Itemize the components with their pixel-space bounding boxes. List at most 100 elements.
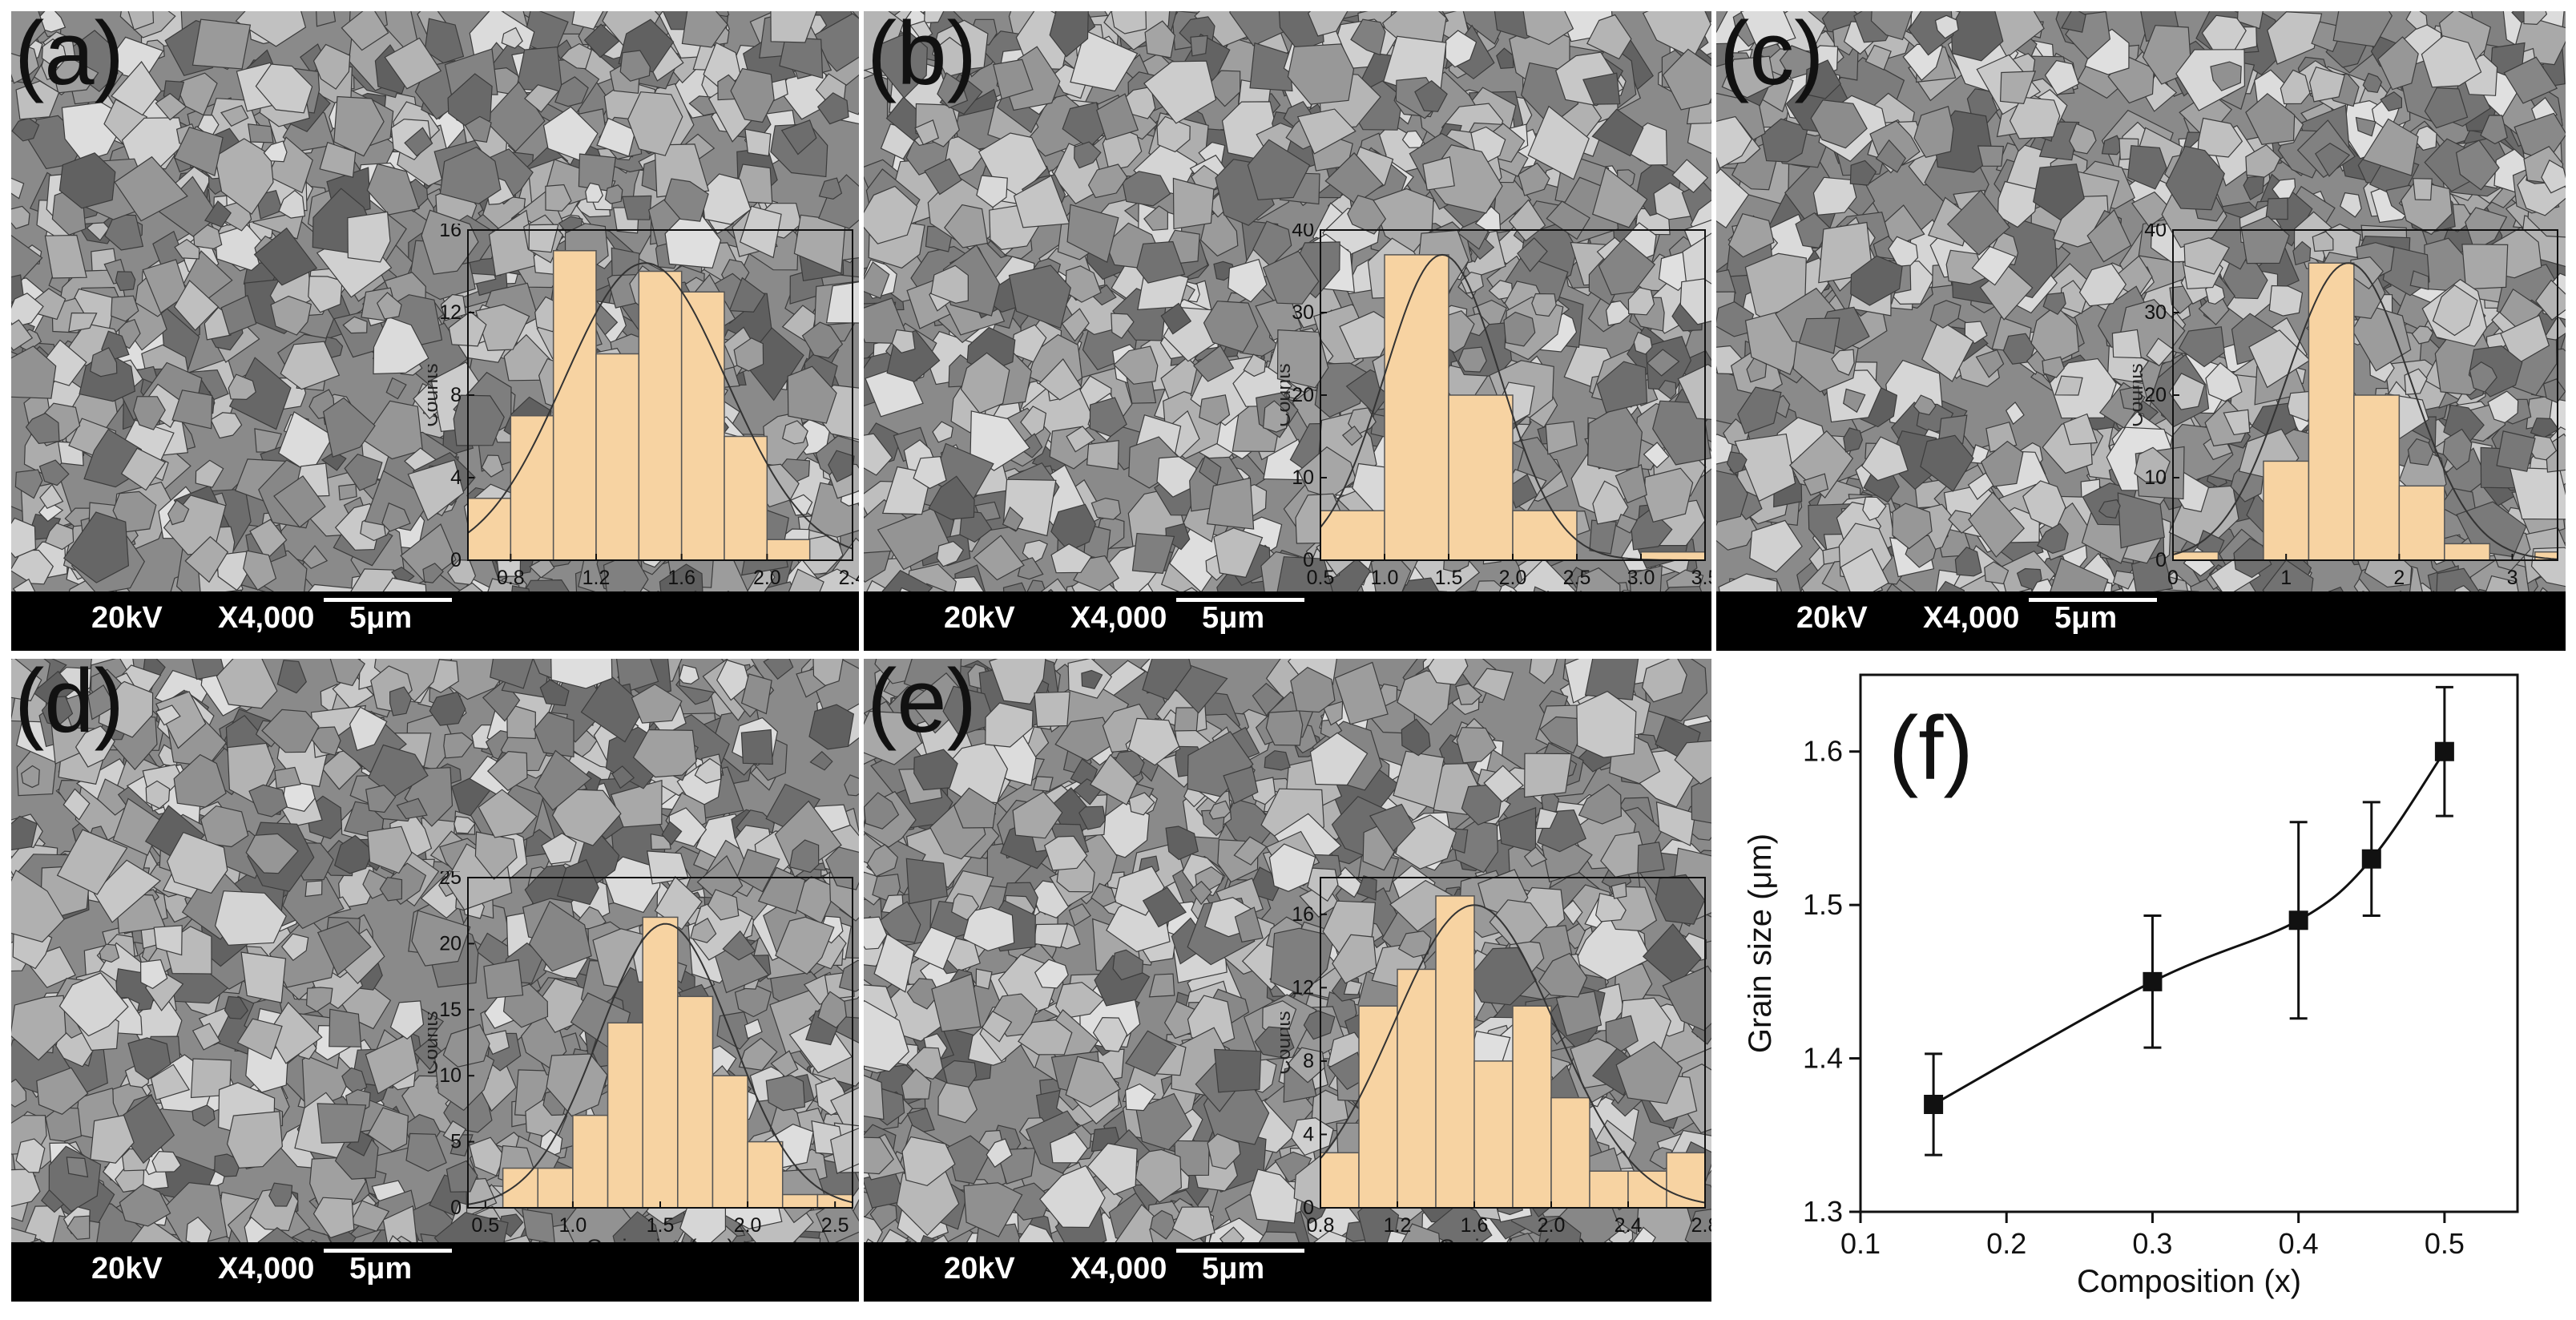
x-tick-label: 0.5 [2425,1227,2465,1260]
voltage-text: 20kV [944,1252,1015,1286]
histogram-bar [1448,394,1514,561]
histogram-bar [2353,394,2401,561]
x-tick-label: 1.0 [1371,567,1399,589]
histogram-bar [1512,510,1578,561]
x-tick-label: 1.6 [1461,1214,1489,1237]
histogram-bar [1397,968,1437,1209]
histogram-inset: 0123010203040Grain size (μm)Counts [2133,224,2558,608]
sem-info-bar: 20kV X4,000 5μm [864,1242,1711,1302]
histogram-bar [2263,460,2310,561]
y-tick-label: 10 [2144,466,2167,489]
histogram-bar [1473,1060,1514,1209]
y-tick-label: 1.3 [1803,1195,1843,1228]
histogram-bar [724,435,768,561]
x-tick-label: 2.5 [1563,567,1591,589]
y-tick-label: 40 [2144,224,2167,241]
y-tick-label: 10 [439,1064,462,1087]
panel-a: (a) 0.81.21.62.02.40481216Grain size (μm… [11,11,859,651]
x-tick-label: 1.2 [1384,1214,1412,1237]
sem-micrograph [1716,11,2566,651]
x-tick-label: 0.5 [471,1214,499,1237]
histogram-bar [1384,254,1449,561]
panel-label: (d) [14,659,124,751]
panel-label: (b) [867,11,977,103]
y-tick-label: 0 [450,1197,462,1219]
scale-bar [1176,1249,1304,1253]
x-tick-label: 3.5 [1691,567,1711,589]
x-tick-label: 3 [2507,567,2518,589]
panel-label: (c) [1719,11,1824,103]
trend-line [1933,750,2446,1106]
y-tick-label: 0 [2155,549,2167,571]
grain-size-chart: 0.1 0.2 0.3 0.4 0.5 1.3 1.4 1.5 1.6 Composition (… [1743,673,2519,1299]
gaussian-fit-curve [467,262,853,550]
histogram-bar [680,291,725,561]
y-tick-label: 0 [450,549,462,571]
data-point [1924,1095,1944,1114]
histogram-inset: 0.81.21.62.02.42.80481216Grain size (μm)… [1280,877,1711,1256]
panel-label: (e) [867,659,977,751]
histogram-bar [552,250,597,561]
y-axis-label: Counts [428,1011,442,1074]
gaussian-fit-curve [2172,262,2558,560]
x-tick-label: 1 [2280,567,2292,589]
x-tick-label: 2.4 [1615,1214,1643,1237]
histogram-bar [572,1114,609,1209]
y-tick-label: 4 [450,466,462,489]
scale-bar [324,598,452,602]
panel-c: (c) 0123010203040Grain size (μm)Counts 2… [1716,11,2566,651]
histogram-bar [502,1167,539,1209]
data-point [2143,971,2163,991]
y-tick-label: 5 [450,1131,462,1153]
x-tick-label: 3.0 [1627,567,1655,589]
histogram-bar [1550,1096,1590,1209]
scale-text: 5μm [2054,601,2118,635]
histogram-bar [467,498,512,561]
histogram-bar [766,539,811,561]
x-axis-label: Composition (x) [2077,1264,2301,1299]
x-tick-label: 2.0 [1538,1214,1566,1237]
histogram-bar [2444,543,2491,561]
x-tick-label: 1.0 [559,1214,587,1237]
histogram-inset: 0.51.01.52.02.50510152025Grain size (μm)… [428,871,853,1256]
sem-info-bar: 20kV X4,000 5μm [1716,591,2566,651]
histogram-bar [1435,895,1475,1209]
sem-info-bar: 20kV X4,000 5μm [864,591,1711,651]
histogram-bar [1512,1005,1552,1209]
histogram-bar [595,353,640,561]
y-tick-label: 30 [1292,301,1314,324]
histogram-bar [1320,1152,1360,1209]
y-axis-label: Counts [1280,1011,1295,1074]
x-tick-label: 2.0 [753,567,781,589]
y-tick-label: 1.5 [1803,888,1843,921]
y-tick-label: 20 [1292,384,1314,406]
voltage-text: 20kV [91,1252,163,1286]
magnification-text: X4,000 [218,1252,315,1286]
sem-info-bar: 20kV X4,000 5μm [11,1242,859,1302]
scale-text: 5μm [1202,1252,1265,1286]
voltage-text: 20kV [944,601,1015,635]
scale-bar [2029,598,2157,602]
panel-d: (d) 0.51.01.52.02.50510152025Grain size … [11,659,859,1302]
gaussian-fit-curve [1320,904,1706,1204]
data-point [2361,849,2381,869]
histogram-bar [642,916,679,1209]
x-tick-label: 0.4 [2279,1227,2319,1260]
panel-label: (a) [14,11,124,103]
y-tick-label: 0 [1303,1197,1314,1219]
x-tick-label: 0.8 [497,567,525,589]
histogram-bar [607,1022,643,1209]
y-tick-label: 25 [439,871,462,889]
histogram-bar [537,1167,574,1209]
y-tick-label: 16 [439,224,462,241]
voltage-text: 20kV [91,601,163,635]
scale-text: 5μm [1202,601,1265,635]
x-tick-label: 2.4 [839,567,859,589]
x-tick-label: 1.6 [667,567,695,589]
y-tick-label: 20 [2144,384,2167,406]
histogram-bar [2308,262,2355,561]
y-tick-label: 30 [2144,301,2167,324]
x-tick-label: 2.0 [1499,567,1527,589]
y-axis-label: Counts [2133,363,2147,426]
histogram-bar [2398,485,2445,561]
